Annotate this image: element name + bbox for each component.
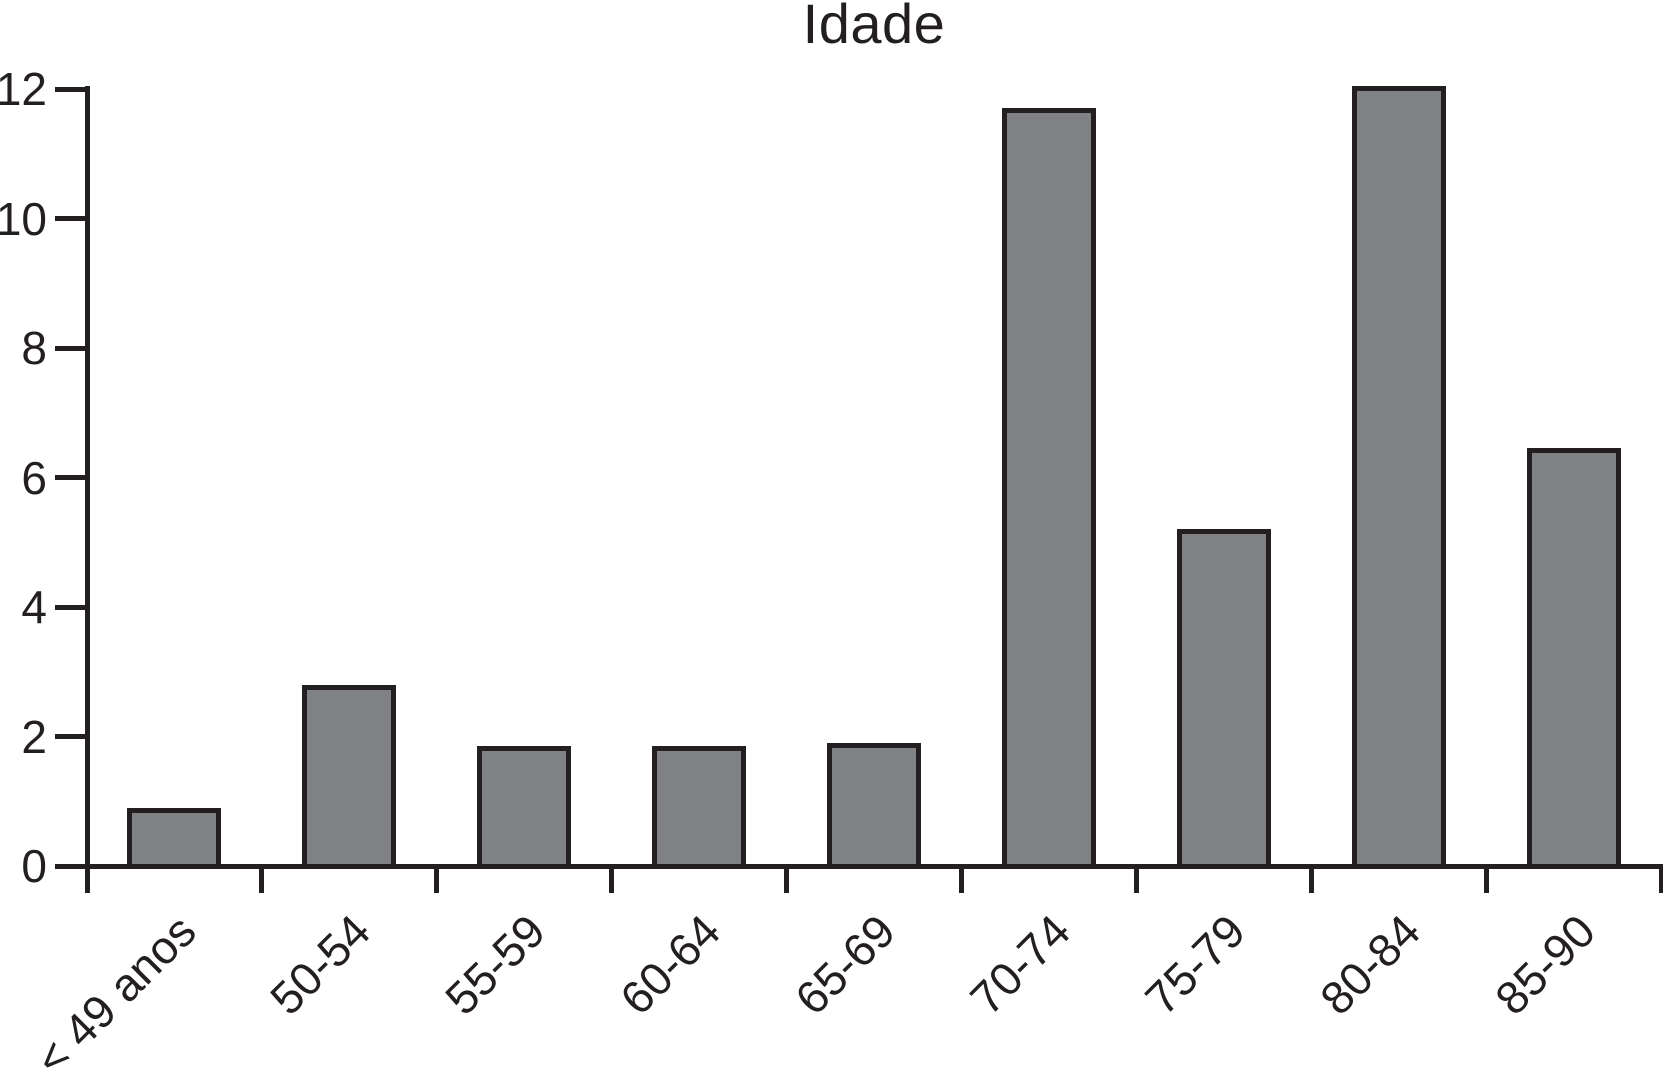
- x-tick: [85, 866, 90, 893]
- y-tick-label: 2: [21, 711, 47, 763]
- y-tick: [55, 734, 87, 739]
- y-tick-label: 4: [21, 581, 47, 633]
- x-tick-label-text: 55-59: [435, 904, 556, 1025]
- x-tick-label-text: 75-79: [1135, 904, 1256, 1025]
- y-tick: [55, 864, 87, 869]
- bar-6: [1002, 108, 1096, 869]
- bar-3: [477, 746, 571, 869]
- y-tick: [55, 87, 87, 92]
- y-tick-label: 0: [21, 840, 47, 892]
- x-tick: [959, 866, 964, 893]
- bar-4: [652, 746, 746, 869]
- x-tick-label-text: < 49 anos: [24, 904, 206, 1069]
- y-tick: [55, 346, 87, 351]
- x-tick-label-text: 85-90: [1485, 904, 1606, 1025]
- bar-7: [1177, 529, 1271, 869]
- x-tick: [259, 866, 264, 893]
- chart-title: Idade: [802, 0, 946, 55]
- x-tick: [434, 866, 439, 893]
- y-axis-line: [84, 86, 90, 869]
- bar-8: [1352, 86, 1446, 869]
- bar-1: [127, 808, 221, 869]
- x-tick-label-text: 50-54: [260, 904, 381, 1025]
- y-tick-label: 12: [0, 63, 47, 115]
- y-tick: [55, 216, 87, 221]
- x-tick: [609, 866, 614, 893]
- y-tick-label: 10: [0, 193, 47, 245]
- y-tick: [55, 605, 87, 610]
- x-tick-label-text: 60-64: [610, 904, 731, 1025]
- x-tick-label-text: 65-69: [785, 904, 906, 1025]
- x-tick-label-text: 70-74: [960, 904, 1081, 1025]
- bar-2: [302, 685, 396, 869]
- y-tick-label: 8: [21, 322, 47, 374]
- y-tick-label: 6: [21, 452, 47, 504]
- x-tick: [1659, 866, 1663, 893]
- bar-9: [1527, 448, 1621, 869]
- x-tick: [1134, 866, 1139, 893]
- x-tick: [784, 866, 789, 893]
- x-tick: [1309, 866, 1314, 893]
- x-tick: [1484, 866, 1489, 893]
- y-tick: [55, 475, 87, 480]
- x-tick-label-text: 80-84: [1310, 904, 1431, 1025]
- bar-5: [827, 743, 921, 869]
